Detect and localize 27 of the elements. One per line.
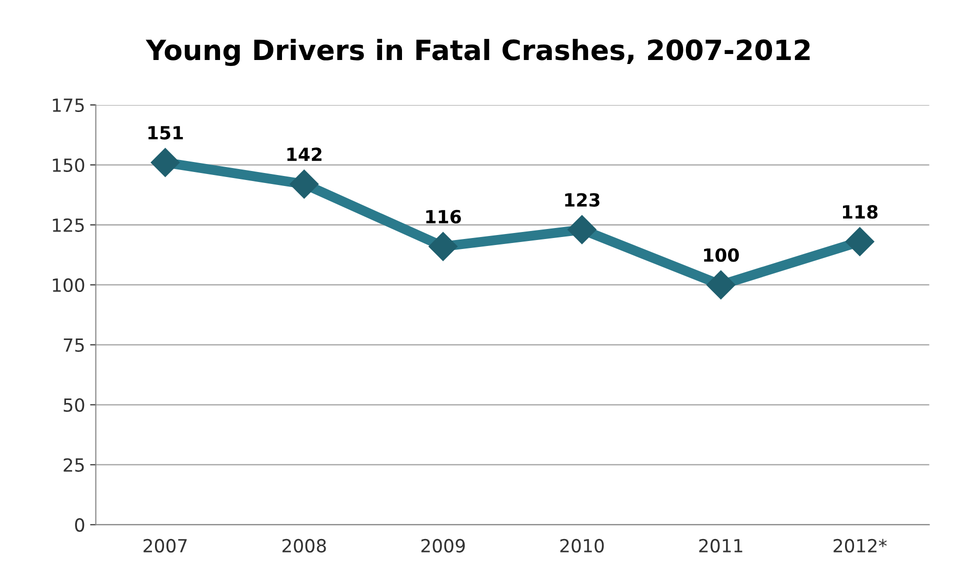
y-tick-label: 50 [64, 398, 84, 412]
point [568, 215, 596, 244]
y-tick-label: 0 [75, 518, 84, 532]
y-tick-label: 175 [52, 98, 84, 112]
y-tick-label: 150 [52, 158, 84, 172]
data-label: 142 [287, 147, 322, 161]
data-label: 100 [704, 248, 739, 262]
point [706, 270, 736, 300]
x-tick-label: 2010 [560, 538, 604, 553]
y-tick-label: 125 [52, 218, 84, 232]
point [845, 227, 874, 256]
x-tick-label: 2011 [699, 538, 742, 553]
chart-title: Young Drivers in Fatal Crashes, 2007-2012 [146, 38, 810, 66]
y-tick-label: 25 [64, 458, 84, 472]
x-tick-label: 2008 [282, 538, 326, 553]
point [150, 148, 180, 177]
data-label: 123 [565, 193, 600, 207]
data-label: 151 [148, 126, 183, 140]
point [290, 170, 319, 199]
x-tick-label: 2007 [144, 538, 187, 553]
point [428, 232, 458, 261]
x-tick-label: 2009 [421, 538, 465, 553]
data-label: 118 [843, 205, 878, 219]
data-label: 116 [426, 210, 461, 224]
x-tick-label: 2012* [834, 538, 887, 553]
y-tick-label: 100 [52, 278, 84, 292]
y-tick-label: 75 [64, 338, 84, 352]
